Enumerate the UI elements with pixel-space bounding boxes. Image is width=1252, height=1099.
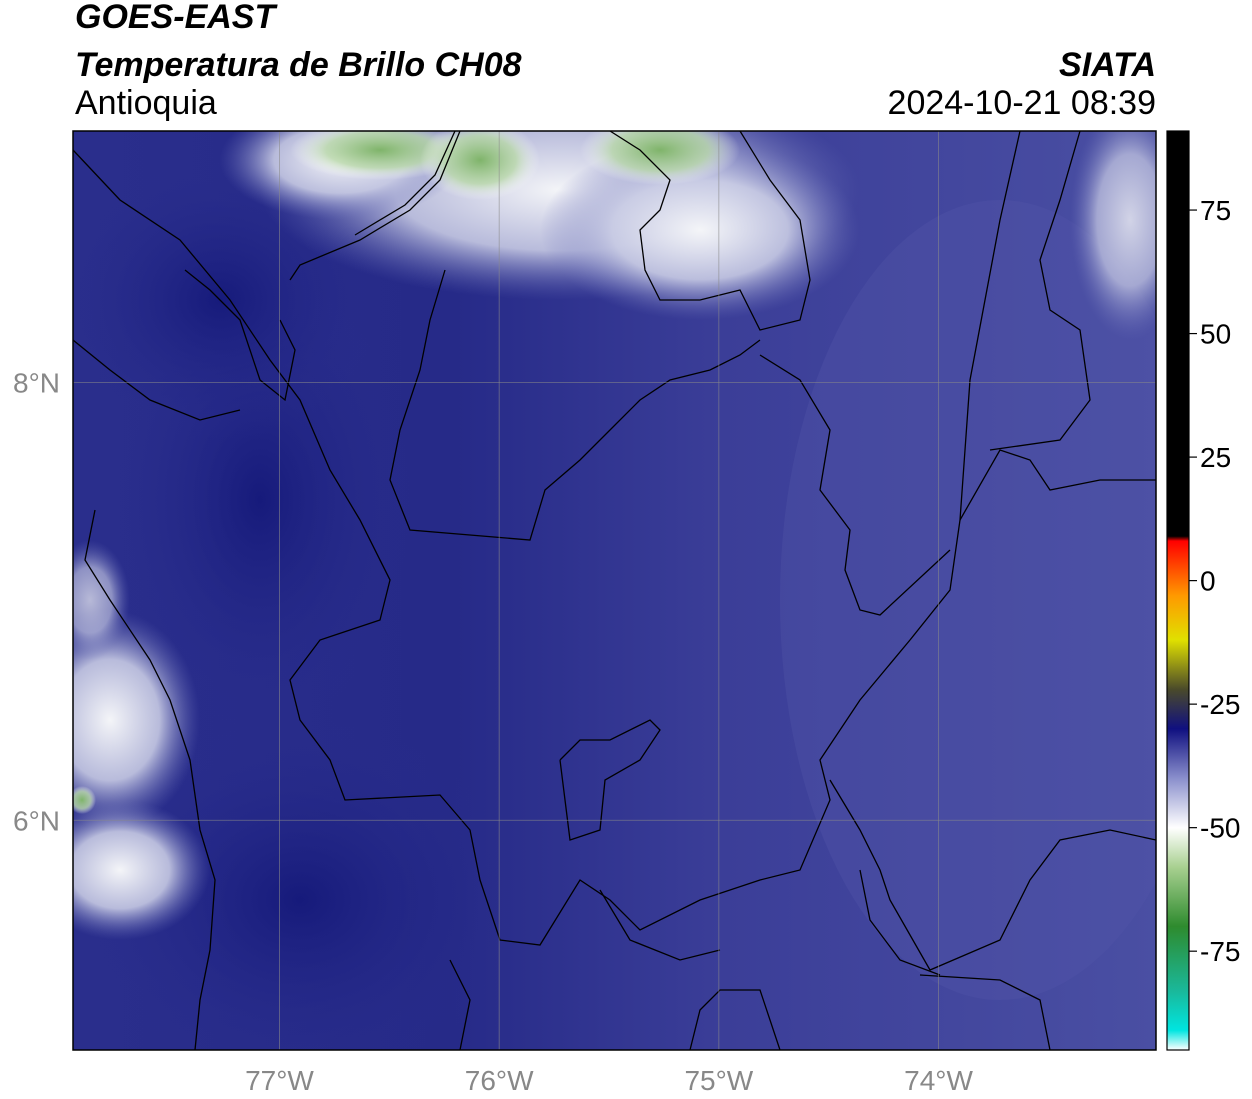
latitude-tick-label: 8°N — [13, 368, 60, 399]
colorbar-tick-label: 75 — [1200, 195, 1231, 226]
colorbar-tick-label: 0 — [1200, 566, 1216, 597]
longitude-tick-label: 76°W — [465, 1065, 534, 1096]
latitude-labels: 8°N 6°N — [13, 368, 60, 837]
map-frame — [72, 130, 1157, 1051]
latitude-tick-label: 6°N — [13, 805, 60, 836]
colorbar-tick-label: 25 — [1200, 442, 1231, 473]
colorbar-tick-label: -25 — [1200, 689, 1240, 720]
colorbar-tick-label: 50 — [1200, 319, 1231, 350]
longitude-tick-label: 75°W — [684, 1065, 753, 1096]
region-label: Antioquia — [75, 84, 217, 122]
colorbar: 75 50 25 0 -25 -50 -75 — [1166, 130, 1240, 1051]
satellite-title: GOES-EAST — [75, 0, 276, 36]
graticule — [73, 131, 1156, 1050]
longitude-tick-label: 77°W — [245, 1065, 314, 1096]
political-boundaries — [73, 131, 1156, 1050]
product-title: Temperatura de Brillo CH08 — [75, 46, 522, 84]
longitude-labels: 77°W 76°W 75°W 74°W — [245, 1065, 973, 1096]
colorbar-tick-label: -75 — [1200, 936, 1240, 967]
datetime-label: 2024-10-21 08:39 — [887, 84, 1156, 122]
longitude-tick-label: 74°W — [904, 1065, 973, 1096]
organization-label: SIATA — [1059, 46, 1156, 84]
colorbar-scale — [1166, 130, 1190, 1051]
colorbar-tick-label: -50 — [1200, 813, 1240, 844]
brightness-temperature-field — [73, 131, 1156, 1050]
